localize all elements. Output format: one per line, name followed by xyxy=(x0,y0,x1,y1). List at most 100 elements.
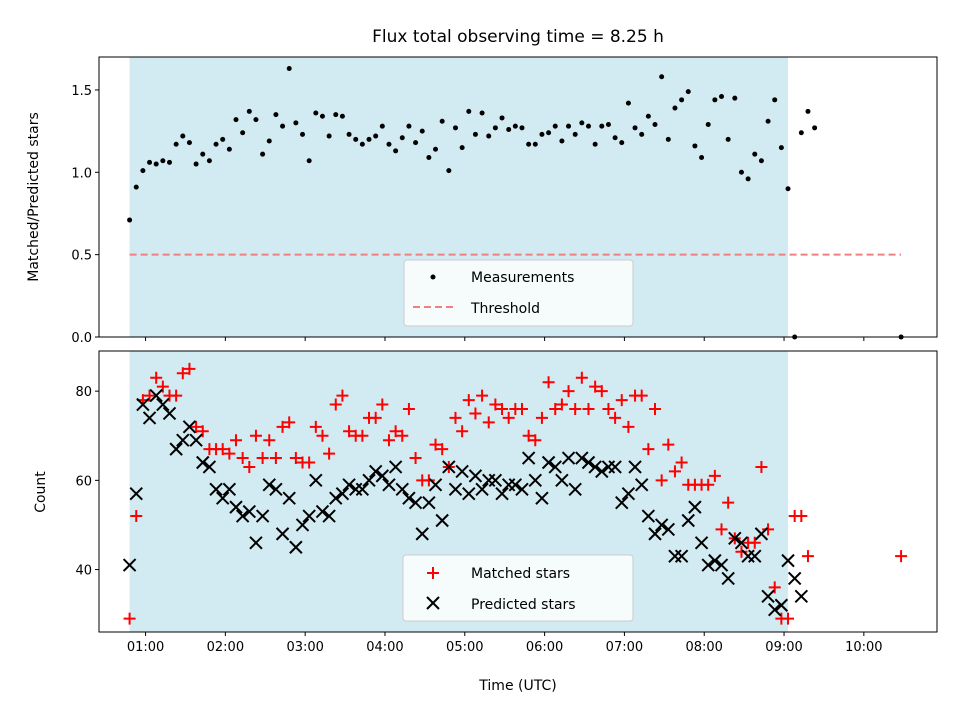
matched-star-point xyxy=(382,434,395,447)
predicted-star-point xyxy=(721,571,735,586)
matched-star-point xyxy=(249,429,262,442)
measurement-point xyxy=(492,125,498,131)
predicted-star-point xyxy=(768,602,782,617)
matched-star-point xyxy=(402,402,415,415)
predicted-star-point xyxy=(249,536,263,550)
predicted-star-point xyxy=(322,509,336,523)
measurement-point xyxy=(679,97,685,103)
matched-star-point xyxy=(782,612,795,625)
matched-star-point xyxy=(336,389,349,402)
predicted-star-point xyxy=(761,589,775,604)
matched-star-point xyxy=(123,612,136,625)
predicted-star-point xyxy=(521,451,536,465)
predicted-star-point xyxy=(382,478,396,492)
measurement-point xyxy=(612,135,618,141)
matched-star-point xyxy=(183,362,196,375)
predicted-star-point xyxy=(176,433,190,447)
measurement-point xyxy=(532,141,538,147)
measurement-point xyxy=(738,169,744,175)
matched-star-point xyxy=(602,402,615,415)
measurement-point xyxy=(200,151,206,157)
legend-measurements-marker xyxy=(430,274,436,280)
measurement-point xyxy=(472,131,478,137)
predicted-star-point xyxy=(295,518,310,532)
matched-star-point xyxy=(595,385,608,398)
figure-title: Flux total observing time = 8.25 h xyxy=(372,27,664,47)
legend-measurements-label: Measurements xyxy=(471,270,574,286)
measurement-point xyxy=(499,115,505,121)
predicted-star-point xyxy=(654,518,669,532)
measurement-point xyxy=(260,151,266,157)
measurement-point xyxy=(805,108,811,114)
measurement-point xyxy=(213,141,219,147)
predicted-star-point xyxy=(541,455,556,470)
predicted-star-point xyxy=(694,536,709,550)
y-tick-label: 1.0 xyxy=(71,166,92,181)
predicted-star-point xyxy=(309,473,323,488)
matched-star-point xyxy=(276,420,289,433)
x-tick-label: 02:00 xyxy=(207,640,244,655)
matched-star-point xyxy=(422,474,435,487)
matched-star-point xyxy=(535,411,548,424)
predicted-star-point xyxy=(222,482,237,496)
measurement-point xyxy=(173,141,179,147)
measurement-point xyxy=(233,117,239,123)
measurement-point xyxy=(359,141,365,147)
measurement-point xyxy=(452,125,458,131)
predicted-star-point xyxy=(375,469,390,483)
x-axis-label: Time (UTC) xyxy=(478,678,556,694)
predicted-star-point xyxy=(315,504,330,519)
measurement-point xyxy=(539,131,545,137)
matched-star-point xyxy=(409,452,422,465)
measurement-point xyxy=(599,123,605,129)
predicted-star-point xyxy=(235,509,250,523)
predicted-star-point xyxy=(196,455,210,470)
matched-star-point xyxy=(549,402,562,415)
measurement-point xyxy=(732,95,738,101)
matched-star-point xyxy=(323,447,336,460)
matched-star-point xyxy=(649,402,662,415)
measurement-point xyxy=(246,108,252,114)
matched-star-point xyxy=(256,452,269,465)
predicted-star-point xyxy=(136,397,150,412)
matched-star-point xyxy=(496,402,509,415)
matched-star-point xyxy=(655,474,668,487)
measurement-point xyxy=(147,159,153,165)
measurement-point xyxy=(506,126,512,132)
matched-star-point xyxy=(522,429,535,442)
matched-star-point xyxy=(456,425,469,438)
predicted-star-point xyxy=(575,451,589,465)
matched-star-point xyxy=(589,380,602,393)
matched-star-point xyxy=(489,398,502,411)
predicted-star-point xyxy=(442,460,456,474)
measurement-point xyxy=(446,168,452,174)
predicted-star-point xyxy=(634,478,649,492)
matched-star-point xyxy=(755,460,768,473)
matched-star-point xyxy=(795,510,808,523)
predicted-star-point xyxy=(355,482,370,496)
measurement-point xyxy=(399,135,405,141)
measurement-point xyxy=(180,133,186,139)
measurement-point xyxy=(339,113,345,119)
measurement-point xyxy=(692,143,698,149)
predicted-star-point xyxy=(528,473,542,488)
matched-star-point xyxy=(309,420,322,433)
predicted-star-point xyxy=(615,495,629,510)
measurement-point xyxy=(426,154,432,160)
predicted-star-point xyxy=(342,478,356,492)
predicted-star-point xyxy=(787,571,802,586)
matched-star-point xyxy=(316,429,329,442)
matched-star-point xyxy=(515,402,528,415)
measurement-point xyxy=(752,151,758,157)
predicted-star-point xyxy=(595,464,609,479)
matched-star-point xyxy=(436,443,449,456)
predicted-star-point xyxy=(495,487,509,501)
measurement-point xyxy=(812,125,818,131)
x-tick-label: 04:00 xyxy=(366,640,403,655)
predicted-star-point xyxy=(156,397,170,412)
measurement-point xyxy=(632,125,638,131)
measurement-point xyxy=(699,154,705,160)
predicted-star-point xyxy=(674,549,689,563)
matched-star-point xyxy=(662,438,675,451)
